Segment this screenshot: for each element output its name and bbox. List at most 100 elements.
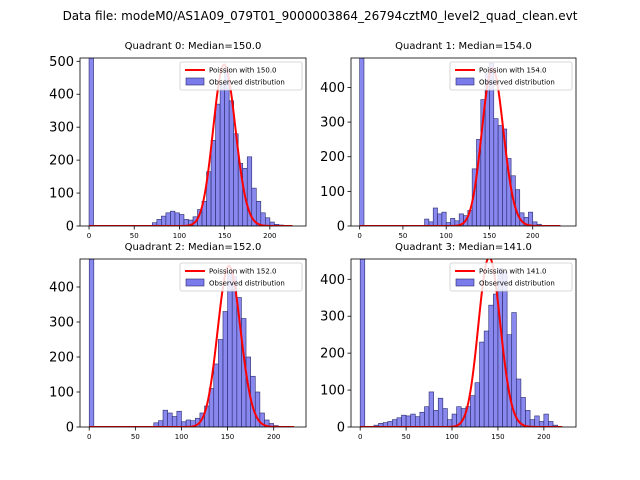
y-tick-label: 200 bbox=[49, 351, 74, 366]
legend-bar-swatch bbox=[455, 278, 475, 287]
x-tick-label: 50 bbox=[402, 433, 411, 441]
histogram-bar bbox=[479, 341, 485, 427]
histogram-bar bbox=[419, 411, 425, 427]
histogram-bar bbox=[493, 118, 499, 226]
histogram-bar bbox=[167, 412, 173, 427]
y-tick-label: 400 bbox=[320, 273, 345, 288]
histogram-bar bbox=[442, 408, 448, 427]
histogram-bar bbox=[437, 213, 443, 226]
histogram-bar bbox=[543, 413, 549, 427]
quadrant-2-title: Quadrant 2: Median=152.0 bbox=[125, 242, 262, 253]
legend-box bbox=[179, 61, 303, 91]
y-tick-label: 300 bbox=[320, 116, 345, 131]
histogram-bar bbox=[88, 58, 94, 226]
histogram-bars bbox=[359, 259, 558, 427]
y-tick-label: 200 bbox=[49, 154, 74, 169]
histogram-bar bbox=[534, 415, 540, 427]
legend: Poission with 154.0 Observed distribution bbox=[449, 61, 573, 91]
histogram-bar bbox=[88, 259, 95, 427]
histogram-bar bbox=[215, 103, 221, 226]
y-tick-label: 100 bbox=[320, 185, 345, 200]
x-tick-label: 0 bbox=[87, 232, 91, 240]
quadrant-3-title: Quadrant 3: Median=141.0 bbox=[395, 242, 532, 253]
y-tick-label: 500 bbox=[49, 55, 74, 70]
histogram-bar bbox=[441, 211, 447, 226]
histogram-bar bbox=[450, 218, 456, 226]
histogram-bar bbox=[488, 304, 494, 427]
y-tick-label: 300 bbox=[49, 121, 74, 136]
histogram-bar bbox=[424, 218, 430, 226]
legend-poisson-label: Poission with 152.0 bbox=[209, 268, 277, 276]
histogram-bar bbox=[224, 67, 230, 226]
x-tick-label: 150 bbox=[218, 232, 231, 240]
histogram-bar bbox=[218, 339, 224, 427]
y-tick-label: 100 bbox=[49, 187, 74, 202]
histogram-bar bbox=[424, 406, 430, 427]
quadrant-2-panel: Quadrant 2: Median=152.0 0 50 100 150 200 0 100… bbox=[49, 242, 307, 441]
x-tick-label: 0 bbox=[87, 433, 91, 441]
histogram-bar bbox=[392, 419, 398, 427]
legend-box bbox=[449, 61, 573, 91]
legend-bar-swatch bbox=[455, 77, 475, 86]
legend-observed-label: Observed distribution bbox=[479, 79, 555, 87]
histogram-bar bbox=[165, 212, 171, 226]
legend: Poission with 152.0 Observed distribution bbox=[179, 262, 303, 292]
histogram-bar bbox=[428, 391, 434, 427]
x-tick-label: 100 bbox=[173, 232, 186, 240]
histogram-bar bbox=[260, 212, 266, 226]
x-tick-label: 200 bbox=[267, 433, 280, 441]
histogram-bar bbox=[433, 410, 439, 427]
histogram-bar bbox=[470, 395, 476, 427]
y-tick-label: 0 bbox=[66, 421, 74, 436]
histogram-bar bbox=[437, 397, 444, 427]
histogram-bar bbox=[162, 409, 168, 427]
histogram-bar bbox=[548, 421, 554, 427]
axes-frame bbox=[350, 57, 577, 227]
y-tick-label: 0 bbox=[337, 220, 345, 235]
histogram-bar bbox=[210, 140, 216, 226]
histogram-bar bbox=[497, 267, 503, 427]
x-tick-label: 150 bbox=[483, 232, 496, 240]
x-tick-label: 200 bbox=[537, 433, 550, 441]
legend-observed-label: Observed distribution bbox=[479, 280, 555, 288]
histogram-bar bbox=[174, 212, 180, 226]
histogram-bar bbox=[483, 330, 490, 427]
histogram-bar bbox=[219, 84, 225, 226]
histogram-bar bbox=[222, 311, 228, 427]
y-tick-label: 200 bbox=[320, 150, 345, 165]
figure-suptitle: Data file: modeM0/AS1A09_079T01_90000038… bbox=[63, 9, 578, 23]
histogram-bar bbox=[254, 391, 261, 427]
histogram-bar bbox=[497, 125, 503, 226]
histogram-bar bbox=[179, 214, 185, 226]
legend-box bbox=[449, 262, 573, 292]
histogram-bar bbox=[525, 410, 531, 427]
legend-box bbox=[179, 262, 303, 292]
y-tick-label: 400 bbox=[49, 281, 74, 296]
x-tick-label: 100 bbox=[445, 433, 458, 441]
histogram-bar bbox=[520, 397, 526, 427]
legend: Poission with 141.0 Observed distribution bbox=[449, 262, 573, 292]
legend-poisson-label: Poission with 154.0 bbox=[479, 67, 547, 75]
x-tick-label: 150 bbox=[491, 433, 504, 441]
x-tick-label: 50 bbox=[131, 433, 140, 441]
quadrant-0-panel: Quadrant 0: Median=150.0 0 50 100 150 200 0 100… bbox=[49, 41, 307, 240]
histogram-bar bbox=[227, 272, 233, 427]
y-tick-label: 0 bbox=[66, 220, 74, 235]
legend: Poission with 150.0 Observed distribution bbox=[179, 61, 303, 91]
histogram-bar bbox=[396, 417, 402, 427]
x-tick-label: 0 bbox=[357, 232, 361, 240]
x-tick-label: 50 bbox=[130, 232, 139, 240]
axes-frame bbox=[79, 57, 307, 227]
y-tick-label: 0 bbox=[337, 421, 345, 436]
y-tick-label: 400 bbox=[320, 81, 345, 96]
histogram-bar bbox=[474, 382, 480, 427]
histogram-bar bbox=[171, 416, 178, 427]
histogram-bar bbox=[493, 293, 499, 427]
x-tick-label: 150 bbox=[221, 433, 234, 441]
histogram-bar bbox=[161, 215, 167, 226]
histogram-bar bbox=[359, 259, 366, 427]
histogram-bar bbox=[528, 211, 534, 226]
histogram-bar bbox=[410, 413, 416, 427]
y-tick-label: 100 bbox=[320, 384, 345, 399]
legend-observed-label: Observed distribution bbox=[209, 79, 285, 87]
